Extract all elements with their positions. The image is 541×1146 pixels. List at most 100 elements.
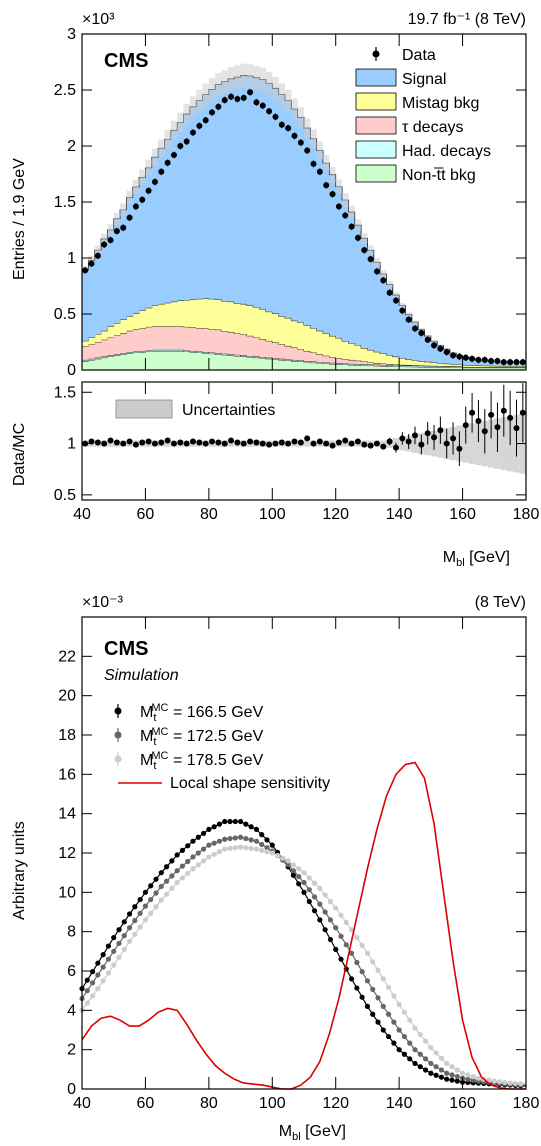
simulation-label: Simulation [104, 667, 179, 684]
mc-point [206, 854, 212, 860]
bar-nonttbkg [310, 362, 317, 370]
bar-signal [297, 117, 305, 323]
mc-point [375, 967, 381, 973]
uncertainty-box [272, 77, 279, 100]
data-point [513, 359, 520, 366]
bar-nonttbkg [183, 351, 191, 370]
bar-haddecays [411, 365, 419, 367]
data-point [437, 345, 444, 352]
ratio-point [215, 439, 222, 446]
bar-signal [164, 139, 172, 303]
bar-nonttbkg [506, 367, 514, 370]
bar-nonttbkg [170, 350, 178, 370]
x-tick-label: 120 [322, 1095, 349, 1112]
ratio-point [513, 425, 520, 432]
bar-mistagbkg [265, 311, 273, 341]
bar-nonttbkg [399, 366, 406, 370]
bar-signal [411, 322, 419, 361]
mc-point [322, 909, 328, 915]
mc-point [174, 879, 180, 886]
mc-point [391, 1040, 397, 1046]
mc-point [253, 846, 260, 852]
legend-entry: τ decays [355, 116, 463, 136]
legend-label: Signal [402, 71, 446, 88]
mc-point [264, 837, 270, 843]
bar-haddecays [278, 358, 286, 360]
bar-mistagbkg [145, 307, 153, 327]
bar-mistagbkg [316, 330, 324, 355]
uncertainty-box [323, 154, 330, 172]
uncertainty-box [215, 72, 222, 96]
uncertainty-box [386, 281, 393, 288]
bar-nonttbkg [430, 367, 438, 370]
bar-nonttbkg [253, 357, 260, 370]
data-point [456, 353, 463, 360]
legend-label: Had. decays [402, 143, 491, 160]
ratio-x-axis-label: Mbl [GeV] [443, 549, 510, 569]
uncertainty-box [291, 98, 298, 120]
bar-signal [253, 77, 260, 308]
uncertainty-box [246, 64, 254, 88]
ratio-point [437, 427, 444, 434]
bar-nonttbkg [278, 359, 286, 370]
bar-signal [215, 84, 222, 300]
bar-nonttbkg [291, 361, 298, 370]
mc-point [296, 881, 302, 887]
uncertainty-box [430, 340, 438, 343]
legend-swatch [355, 68, 397, 87]
bar-mistagbkg [297, 322, 305, 350]
ratio-point [164, 437, 171, 444]
data-point [259, 102, 266, 109]
bar-nonttbkg [126, 353, 134, 370]
bar-mistagbkg [107, 326, 115, 338]
data-point [132, 203, 139, 210]
bar-mistagbkg [329, 335, 337, 358]
bar-haddecays [265, 357, 273, 359]
mc-point [232, 835, 238, 841]
bar-mistagbkg [500, 366, 508, 368]
mc-point [407, 1056, 413, 1062]
mc-point [370, 959, 376, 965]
mc-point [343, 942, 349, 948]
ratio-point [94, 439, 101, 446]
bar-haddecays [367, 364, 375, 366]
bar-decays [354, 360, 362, 365]
bar-decays [82, 346, 89, 360]
y-tick-label: 14 [58, 806, 76, 823]
bar-haddecays [386, 365, 394, 367]
data-point [88, 260, 95, 267]
mc-point [158, 883, 164, 890]
data-point [386, 289, 393, 296]
uncertainty-box [120, 203, 127, 217]
mc-point [148, 910, 154, 916]
data-point [183, 138, 190, 145]
mc-point [126, 911, 133, 917]
bar-mistagbkg [443, 363, 451, 367]
mc-point [454, 1078, 460, 1084]
uncertainty-box [424, 334, 431, 338]
data-point [151, 178, 158, 185]
bar-signal [323, 163, 330, 334]
mc-point [100, 952, 106, 958]
bar-signal [437, 345, 444, 364]
ratio-point [481, 428, 488, 435]
sim-multiplier-label: ×10⁻³ [82, 594, 124, 611]
bar-mistagbkg [164, 302, 172, 327]
bar-signal [424, 336, 432, 362]
mc-point [253, 826, 260, 833]
uncertainty-box [151, 148, 159, 166]
uncertainty-box [304, 118, 311, 138]
uncertainty-box [329, 166, 336, 183]
ratio-point [431, 434, 438, 441]
mc-point [274, 853, 281, 859]
y-tick-label: 2 [67, 1042, 76, 1059]
legend-label: Data [402, 47, 436, 64]
mc-point [222, 846, 228, 852]
mc-point [459, 1070, 466, 1076]
bar-decays [208, 329, 216, 353]
mc-point [216, 821, 223, 827]
data-point [126, 214, 133, 221]
bar-mistagbkg [183, 300, 191, 327]
bar-mistagbkg [170, 301, 178, 327]
bar-haddecays [189, 350, 197, 353]
